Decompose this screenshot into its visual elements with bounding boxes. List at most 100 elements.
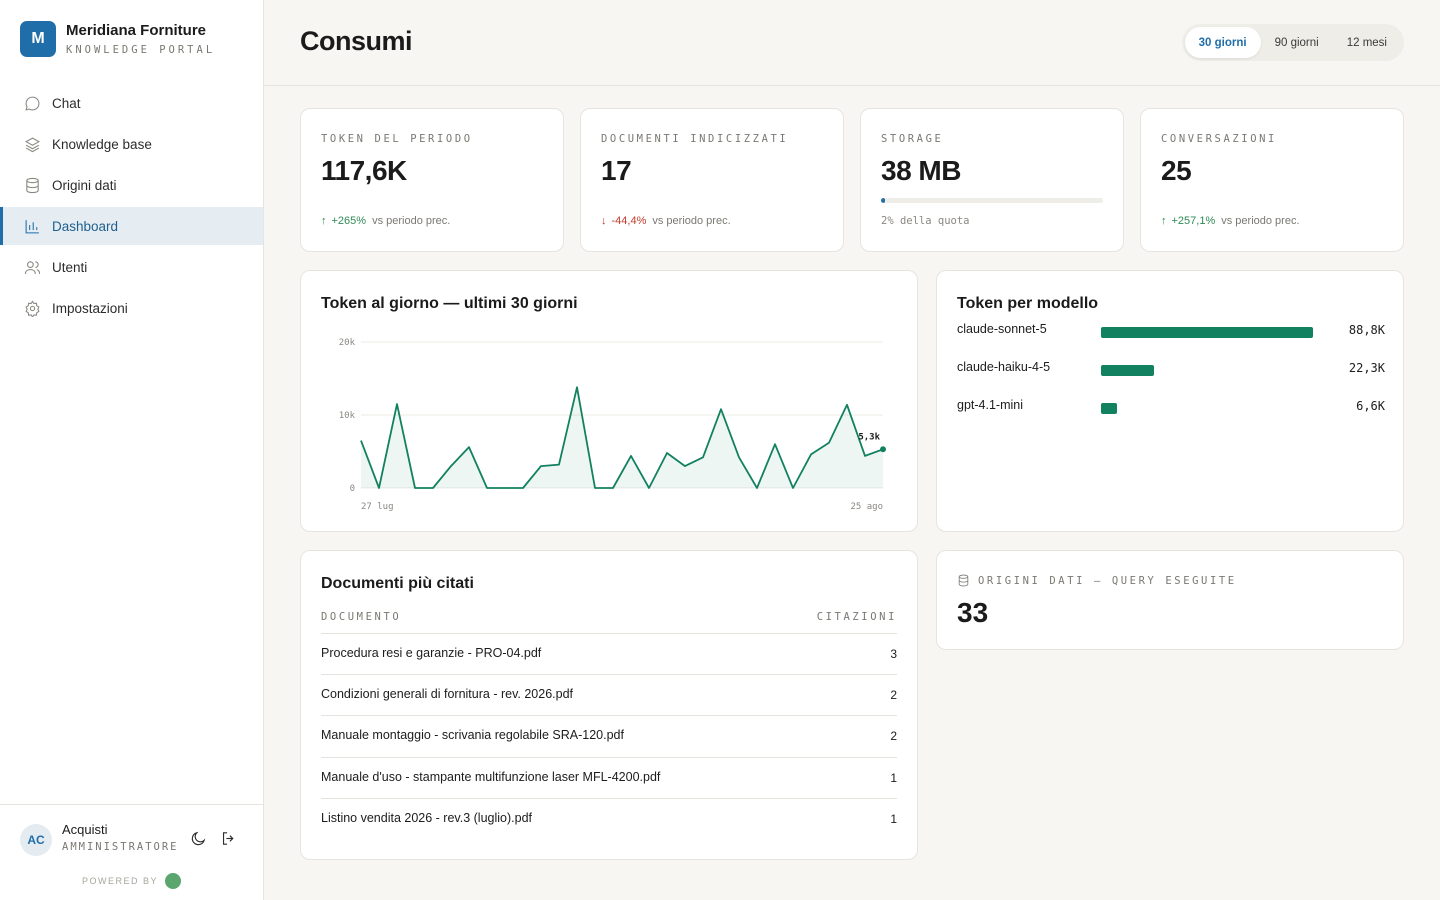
main-nav: Chat Knowledge base Origini dati Dashboa…: [0, 84, 263, 330]
kpi-card-storage: STORAGE 38 MB 2% della quota: [860, 108, 1124, 252]
nav-item-chat[interactable]: Chat: [0, 84, 263, 122]
layers-icon: [25, 137, 40, 152]
nav-item-impostazioni[interactable]: Impostazioni: [0, 289, 263, 327]
nav-item-dashboard[interactable]: Dashboard: [0, 207, 263, 245]
kpi-delta-compare: vs periodo prec.: [372, 215, 451, 227]
tokens-line: [360, 386, 884, 489]
last-value-label: 5,3k: [858, 432, 880, 442]
daily-tokens-chart: 20k 10k 0 5,3k 27 lug 25 ago: [339, 338, 886, 512]
document-name: Procedura resi e garanzie - PRO-04.pdf: [321, 646, 542, 660]
logout-button[interactable]: [220, 830, 240, 850]
nav-item-label: Knowledge base: [52, 136, 152, 152]
citation-count: 2: [890, 688, 897, 702]
arrow-up-icon: ↑: [321, 215, 327, 227]
nav-item-knowledge-base[interactable]: Knowledge base: [0, 125, 263, 163]
bar-chart-icon: [25, 219, 39, 233]
model-row: claude-sonnet-5 88,8K: [957, 322, 1385, 342]
y-tick-label: 10k: [339, 411, 356, 421]
logout-icon: [222, 832, 234, 845]
model-bar: [1101, 403, 1117, 414]
document-name: Listino vendita 2026 - rev.3 (luglio).pd…: [321, 811, 532, 825]
nav-item-label: Utenti: [52, 259, 88, 275]
range-tab-12-mesi[interactable]: 12 mesi: [1346, 36, 1387, 49]
origins-label-text: ORIGINI DATI — QUERY ESEGUITE: [978, 574, 1237, 587]
citation-count: 2: [890, 729, 897, 743]
kpi-delta-value: +265%: [331, 215, 367, 227]
range-tab-90-giorni[interactable]: 90 giorni: [1274, 36, 1319, 49]
database-icon: [26, 177, 39, 193]
model-bar-track: [1101, 403, 1313, 414]
range-selector: 30 giorni 90 giorni 12 mesi: [1181, 24, 1404, 61]
kpi-card-documents: DOCUMENTI INDICIZZATI 17 ↓ -44,4% vs per…: [580, 108, 844, 252]
gear-icon: [25, 299, 40, 317]
model-row: gpt-4.1-mini 6,6K: [957, 398, 1385, 418]
kpi-label: DOCUMENTI INDICIZZATI: [601, 133, 789, 145]
model-value: 22,3K: [1348, 361, 1385, 375]
kpi-delta-value: +257,1%: [1171, 215, 1216, 227]
table-row[interactable]: Procedura resi e garanzie - PRO-04.pdf 3: [321, 633, 897, 674]
table-row[interactable]: Manuale montaggio - scrivania regolabile…: [321, 715, 897, 756]
users-icon: [24, 260, 41, 274]
powered-by-label: POWERED BY: [81, 876, 158, 886]
range-tab-30-giorni[interactable]: 30 giorni: [1184, 27, 1261, 58]
model-name: claude-haiku-4-5: [957, 360, 1051, 374]
citation-count: 1: [890, 771, 897, 785]
avatar[interactable]: AC: [20, 824, 52, 856]
kpi-delta-compare: vs periodo prec.: [1221, 215, 1300, 227]
nav-item-label: Chat: [52, 95, 81, 111]
nav-item-utenti[interactable]: Utenti: [0, 248, 263, 286]
moon-icon: [191, 831, 206, 846]
model-name: gpt-4.1-mini: [957, 398, 1023, 412]
nav-item-label: Origini dati: [52, 177, 117, 193]
kpi-delta-compare: vs periodo prec.: [652, 215, 731, 227]
kpi-card-tokens: TOKEN DEL PERIODO 117,6K ↑ +265% vs peri…: [300, 108, 564, 252]
kpi-delta: ↑ +257,1% vs periodo prec.: [1161, 215, 1300, 227]
kpi-value: 17: [601, 155, 632, 186]
kpi-value: 25: [1161, 155, 1192, 186]
vendor-logo: [165, 873, 181, 889]
document-name: Condizioni generali di fornitura - rev. …: [321, 687, 573, 701]
document-name: Manuale montaggio - scrivania regolabile…: [321, 728, 624, 742]
table-row[interactable]: Manuale d'uso - stampante multifunzione …: [321, 757, 897, 798]
citation-count: 1: [890, 812, 897, 826]
storage-progress-bar: [881, 198, 1103, 203]
nav-item-origini-dati[interactable]: Origini dati: [0, 166, 263, 204]
model-value: 88,8K: [1348, 323, 1385, 337]
model-bar-track: [1101, 365, 1313, 376]
storage-quota-note: 2% della quota: [881, 215, 970, 227]
kpi-delta-value: -44,4%: [611, 215, 647, 227]
kpi-label: CONVERSAZIONI: [1161, 133, 1277, 145]
y-tick-label: 0: [350, 484, 355, 494]
column-header-citations: CITAZIONI: [816, 611, 897, 623]
brand[interactable]: M Meridiana Forniture KNOWLEDGE PORTAL: [20, 21, 215, 57]
table-row[interactable]: Listino vendita 2026 - rev.3 (luglio).pd…: [321, 798, 897, 839]
last-data-point: [880, 446, 886, 453]
model-bar: [1101, 327, 1313, 338]
user-role: AMMINISTRATORE: [62, 841, 179, 853]
theme-toggle-button[interactable]: [190, 830, 210, 850]
kpi-delta: ↑ +265% vs periodo prec.: [321, 215, 450, 227]
brand-subtitle: KNOWLEDGE PORTAL: [66, 44, 216, 56]
tokens-by-model-card: Token per modello claude-sonnet-5 88,8K …: [936, 270, 1404, 532]
model-bar-track: [1101, 327, 1313, 338]
database-icon: [958, 574, 969, 587]
user-name: Acquisti: [62, 822, 108, 837]
models-title: Token per modello: [957, 295, 1099, 312]
model-value: 6,6K: [1356, 399, 1385, 413]
y-tick-label: 20k: [339, 338, 356, 348]
storage-progress-fill: [881, 198, 886, 203]
most-cited-documents-card: Documenti più citati DOCUMENTO CITAZIONI…: [300, 550, 918, 860]
table-row[interactable]: Condizioni generali di fornitura - rev. …: [321, 674, 897, 715]
citation-count: 3: [890, 647, 897, 661]
model-row: claude-haiku-4-5 22,3K: [957, 360, 1385, 380]
page-title: Consumi: [300, 26, 413, 56]
model-bar: [1101, 365, 1155, 376]
sidebar: M Meridiana Forniture KNOWLEDGE PORTAL C…: [0, 0, 264, 900]
arrow-up-icon: ↑: [1161, 215, 1167, 227]
tokens-area: [361, 387, 883, 488]
brand-logo: M: [20, 21, 56, 57]
model-name: claude-sonnet-5: [957, 322, 1047, 336]
data-origins-queries-card: ORIGINI DATI — QUERY ESEGUITE 33: [936, 550, 1404, 650]
column-header-document: DOCUMENTO: [321, 611, 402, 623]
nav-item-label: Dashboard: [52, 218, 119, 234]
